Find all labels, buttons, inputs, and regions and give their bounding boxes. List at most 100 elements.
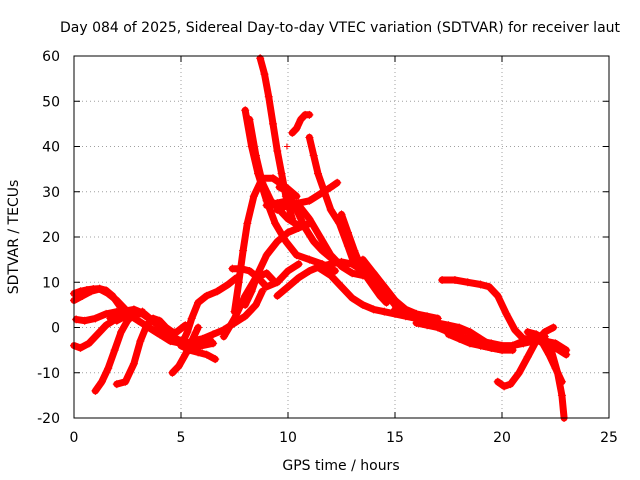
data-point <box>369 282 378 291</box>
data-point <box>93 330 102 339</box>
data-point <box>309 151 318 160</box>
x-tick-label: 10 <box>279 430 297 446</box>
data-point <box>506 380 515 389</box>
data-point <box>78 291 87 300</box>
data-point <box>262 201 271 210</box>
series-arc-19 <box>241 219 313 309</box>
data-point <box>129 359 138 368</box>
chart-title: Day 084 of 2025, Sidereal Day-to-day VTE… <box>60 20 621 36</box>
data-point <box>112 296 121 305</box>
data-point <box>391 305 399 314</box>
data-point <box>198 334 207 343</box>
data-point <box>211 355 220 364</box>
data-point <box>247 287 256 296</box>
data-point <box>121 377 130 386</box>
data-point <box>273 278 282 287</box>
x-tick-label: 0 <box>70 430 79 446</box>
series-arc-25 <box>305 133 358 268</box>
data-point <box>305 214 314 223</box>
data-point <box>532 334 541 343</box>
data-point <box>333 178 342 187</box>
data-point <box>241 312 250 321</box>
data-point <box>412 318 421 327</box>
data-point <box>444 330 453 339</box>
data-point <box>380 307 389 316</box>
data-point <box>376 291 385 300</box>
data-point <box>382 298 391 307</box>
data-point <box>241 106 250 115</box>
data-point <box>104 289 113 298</box>
data-point <box>106 314 115 323</box>
series-arc-11 <box>177 274 241 350</box>
data-point <box>91 314 100 323</box>
data-point <box>350 246 359 255</box>
data-point <box>455 332 464 341</box>
data-point <box>172 328 181 337</box>
data-point <box>450 275 459 284</box>
data-point <box>219 332 228 341</box>
data-point <box>262 282 271 291</box>
data-point <box>104 364 113 373</box>
data-point <box>72 315 81 324</box>
data-point <box>519 339 528 348</box>
data-point <box>515 368 524 377</box>
data-point <box>102 321 111 330</box>
y-tick-label: 10 <box>42 275 60 291</box>
data-point <box>320 187 329 196</box>
data-point <box>401 307 410 316</box>
data-point <box>260 70 269 79</box>
data-point <box>493 291 502 300</box>
data-point <box>363 273 372 282</box>
data-point <box>269 174 278 183</box>
data-point <box>151 318 160 327</box>
data-point <box>465 334 474 343</box>
data-point <box>337 257 346 266</box>
data-point <box>168 368 177 377</box>
data-point <box>326 183 335 192</box>
data-point <box>337 210 346 219</box>
data-point <box>476 337 485 346</box>
y-tick-label: 40 <box>42 140 60 156</box>
data-point <box>194 348 203 357</box>
data-point <box>438 275 447 284</box>
data-point <box>284 228 292 237</box>
data-point <box>305 255 314 264</box>
data-point <box>202 291 211 300</box>
data-point <box>331 266 340 275</box>
data-point <box>348 269 357 278</box>
data-point <box>234 278 243 287</box>
data-point <box>264 92 273 101</box>
data-point <box>84 339 93 348</box>
data-point <box>144 323 153 332</box>
data-point <box>502 309 511 318</box>
data-point <box>209 330 218 339</box>
data-point <box>110 346 119 355</box>
data-point <box>138 309 147 318</box>
data-point <box>87 287 96 296</box>
data-point <box>316 233 325 241</box>
data-point <box>523 352 532 361</box>
data-point <box>358 300 367 309</box>
data-point <box>305 266 314 275</box>
data-point <box>102 309 111 318</box>
y-tick-label: 50 <box>42 94 60 110</box>
data-point <box>277 169 286 178</box>
data-point <box>95 285 104 294</box>
data-point <box>508 341 517 350</box>
data-point <box>245 115 254 124</box>
x-axis-title: GPS time / hours <box>282 458 399 474</box>
data-point <box>230 314 239 323</box>
data-point <box>288 128 297 137</box>
data-point <box>498 341 506 350</box>
series-arc-27 <box>316 265 420 322</box>
data-point <box>80 316 89 325</box>
data-point <box>476 280 485 289</box>
data-point <box>262 269 271 278</box>
data-point <box>463 278 472 287</box>
data-point <box>343 228 352 237</box>
data-point <box>241 300 250 309</box>
y-tick-label: 30 <box>42 185 60 201</box>
x-tick-label: 15 <box>386 430 404 446</box>
data-point <box>557 377 566 386</box>
